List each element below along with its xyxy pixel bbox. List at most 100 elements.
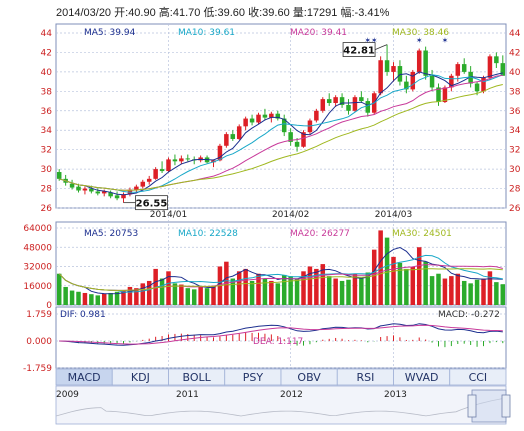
candle-body [326, 99, 332, 103]
change-value: -3.41% [354, 7, 390, 19]
price-y-tick-left: 26 [41, 204, 53, 214]
candle-body [95, 191, 101, 194]
price-y-tick-right: 44 [509, 29, 521, 39]
price-y-tick-right: 30 [509, 165, 521, 175]
price-y-tick-right: 34 [509, 126, 521, 136]
tab-macd[interactable]: MACD [55, 368, 113, 386]
candle-body [500, 63, 506, 76]
volume-bar [140, 283, 146, 305]
navigator-selection[interactable] [471, 389, 507, 423]
volume-bar [275, 283, 281, 305]
price-ma10-line [59, 74, 503, 193]
price-y-tick-right: 36 [509, 107, 521, 117]
price-y-tick-left: 30 [41, 165, 53, 175]
volume-bar [294, 278, 300, 305]
candle-body [429, 75, 435, 88]
price-y-tick-left: 38 [41, 87, 53, 97]
price-ma30-line [59, 84, 503, 191]
volume-bar [436, 273, 441, 305]
volume-y-tick: 32000 [23, 263, 52, 273]
volume-bar [243, 268, 248, 305]
volume-bar [121, 290, 126, 305]
volume-ma-legend: MA30: 24501 [392, 229, 452, 239]
volume-bar [365, 272, 371, 305]
event-marker-icon: ✶ [371, 36, 378, 45]
change-label: 幅: [340, 7, 355, 19]
volume-ma-legend: MA20: 26277 [290, 229, 350, 239]
navigator-frame[interactable] [55, 385, 507, 425]
tab-obv[interactable]: OBV [280, 368, 338, 386]
candle-body [134, 186, 139, 190]
high-label: 高: [158, 7, 173, 19]
candle-body [101, 191, 107, 194]
tab-label: OBV [297, 371, 321, 384]
tab-cci[interactable]: CCI [449, 368, 507, 386]
tab-wvad[interactable]: WVAD [393, 368, 451, 386]
candle-body [404, 81, 409, 90]
volume-ma30-line [58, 268, 503, 291]
volume-bar [487, 271, 493, 305]
candle-body [140, 181, 146, 187]
volume-bar [314, 268, 319, 305]
candle-body [474, 83, 480, 92]
price-y-tick-right: 40 [509, 68, 521, 78]
volume-bar [191, 289, 197, 305]
macd-y-tick: 0.000 [26, 337, 52, 347]
price-ma5-line [59, 71, 503, 196]
candle-body [391, 66, 396, 72]
price-frame [55, 23, 507, 209]
tab-kdj[interactable]: KDJ [111, 368, 169, 386]
navigator-left-handle[interactable] [467, 394, 477, 418]
volume-bar [230, 278, 236, 305]
tab-label: RSI [356, 371, 374, 384]
volume-bar [281, 274, 287, 305]
volume-bar [442, 278, 448, 305]
price-y-tick-left: 36 [41, 107, 53, 117]
volume-bar [63, 286, 68, 305]
quote-date: 2014/03/20 [56, 7, 112, 19]
price-y-tick-right: 26 [509, 204, 521, 214]
high-value: 41.70 [172, 7, 201, 19]
volume-bar [455, 273, 461, 305]
navigator-right-handle[interactable] [501, 394, 511, 418]
volume-bar [468, 283, 473, 305]
candle-body [481, 77, 486, 92]
volume-bar [166, 271, 171, 305]
candle-body [346, 104, 351, 111]
candle-body [378, 60, 383, 94]
volume-bar [371, 249, 377, 305]
volume-bar [301, 271, 306, 305]
price-y-tick-left: 42 [41, 48, 52, 58]
tab-psy[interactable]: PSY [224, 368, 282, 386]
tab-boll[interactable]: BOLL [168, 368, 226, 386]
volume-bar [429, 276, 435, 305]
candle-body [76, 186, 81, 191]
price-ma-legend: MA5: 39.94 [84, 28, 136, 38]
tab-label: PSY [243, 371, 264, 384]
low-label: 低: [203, 7, 218, 19]
tab-label: KDJ [131, 371, 150, 384]
candle-body [185, 158, 191, 160]
candle-body [455, 64, 461, 76]
candle-body [69, 183, 75, 188]
candle-body [275, 113, 281, 119]
volume-bar [89, 294, 94, 305]
candle-body [352, 97, 358, 111]
macd-value-legend: MACD: -0.272 [438, 310, 500, 320]
candle-body [410, 71, 416, 90]
volume-bar [474, 279, 480, 305]
max-price-pointer [374, 44, 388, 50]
price-y-tick-left: 28 [41, 185, 53, 195]
volume-y-tick: 64000 [23, 224, 52, 234]
volume-bar [352, 273, 358, 305]
navigator-year-label: 2012 [280, 390, 303, 400]
volume-bar [359, 278, 364, 305]
volume-bar [76, 291, 81, 305]
candle-body [314, 110, 319, 121]
volume-bar [449, 276, 454, 305]
tab-rsi[interactable]: RSI [336, 368, 394, 386]
candle-body [436, 87, 441, 103]
volume-bar [346, 279, 351, 305]
open-label: 开: [114, 7, 129, 19]
